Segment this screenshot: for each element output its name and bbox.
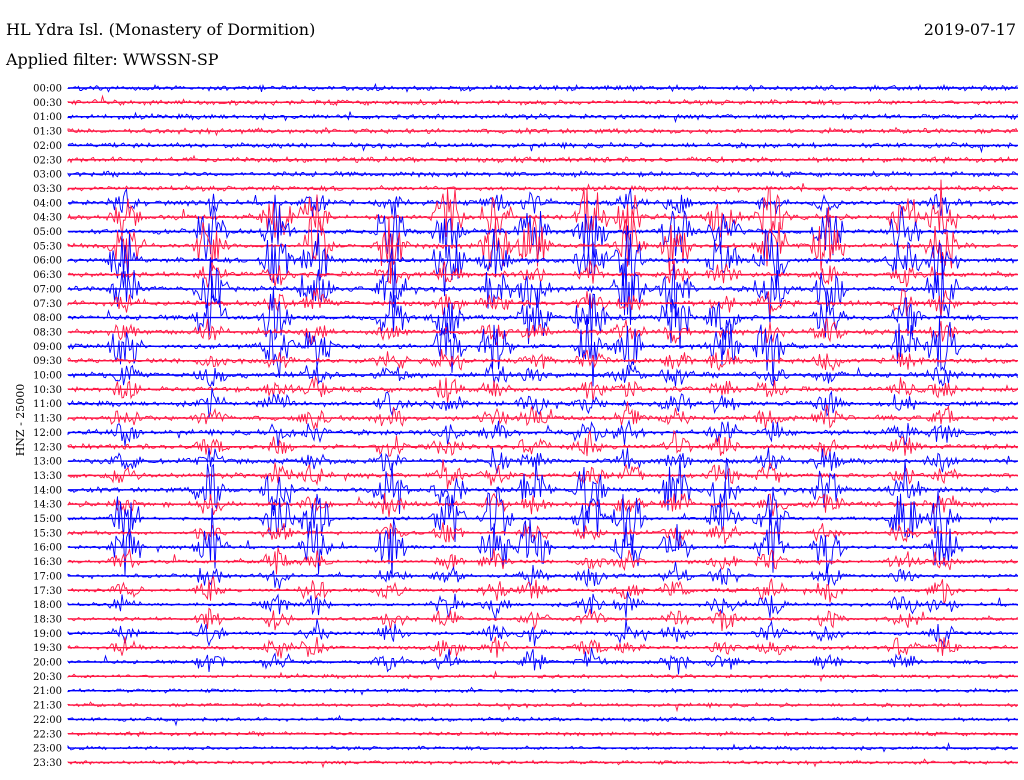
trace-line: [67, 225, 1018, 297]
trace-line: [67, 94, 1018, 107]
row-label: 12:30: [33, 442, 62, 453]
row-label: 10:30: [33, 385, 62, 396]
row-label: 16:00: [33, 543, 62, 554]
trace-line: [67, 561, 1018, 589]
row-label: 11:00: [33, 399, 62, 410]
trace-line: [67, 141, 1018, 154]
row-label: 20:00: [33, 658, 62, 669]
row-label: 02:30: [33, 155, 62, 166]
row-label: 10:00: [33, 371, 62, 382]
row-label: 06:00: [33, 256, 62, 267]
row-label: 18:30: [33, 614, 62, 625]
row-label: 06:30: [33, 270, 62, 281]
row-label: 03:00: [33, 170, 62, 181]
row-label: 14:00: [33, 485, 62, 496]
trace-line: [67, 647, 1018, 675]
row-label: 03:30: [33, 184, 62, 195]
station-title: HL Ydra Isl. (Monastery of Dormition): [6, 20, 316, 39]
row-label: 09:30: [33, 356, 62, 367]
row-label: 02:00: [33, 141, 62, 152]
row-label: 04:00: [33, 198, 62, 209]
trace-line: [67, 348, 1018, 372]
row-label: 05:30: [33, 241, 62, 252]
row-label-group: 00:00 00:30 01:00 01:30 02:00 02:30 03:00 03:30…: [33, 84, 62, 769]
row-label: 01:00: [33, 112, 62, 123]
trace-line: [67, 522, 1018, 548]
trace-line: [67, 275, 1018, 355]
row-label: 22:00: [33, 715, 62, 726]
row-label: 12:00: [33, 428, 62, 439]
row-label: 18:00: [33, 600, 62, 611]
row-label: 14:30: [33, 500, 62, 511]
row-label: 07:30: [33, 299, 62, 310]
row-label: 19:00: [33, 629, 62, 640]
row-label: 00:30: [33, 98, 62, 109]
trace-line: [67, 248, 1018, 328]
row-label: 11:30: [33, 414, 62, 425]
trace-group: [67, 82, 1018, 769]
row-label: 13:30: [33, 471, 62, 482]
row-label: 23:00: [33, 744, 62, 755]
trace-line: [67, 701, 1018, 713]
date-label: 2019-07-17: [923, 20, 1016, 39]
row-label: 16:30: [33, 557, 62, 568]
row-label: 07:00: [33, 284, 62, 295]
row-label: 13:00: [33, 457, 62, 468]
row-label: 04:30: [33, 213, 62, 224]
row-label: 17:30: [33, 586, 62, 597]
trace-line: [67, 508, 1018, 579]
trace-line: [67, 457, 1018, 520]
row-label: 15:30: [33, 528, 62, 539]
row-label: 21:30: [33, 701, 62, 712]
trace-line: [67, 287, 1018, 317]
trace-line: [67, 183, 1018, 194]
trace-line: [67, 714, 1018, 727]
row-label: 22:30: [33, 729, 62, 740]
row-label: 00:00: [33, 84, 62, 95]
trace-line: [67, 429, 1018, 459]
row-label: 17:00: [33, 571, 62, 582]
row-label: 23:30: [33, 758, 62, 769]
row-label: 19:30: [33, 643, 62, 654]
row-label: 20:30: [33, 672, 62, 683]
row-label: 15:00: [33, 514, 62, 525]
row-label: 08:00: [33, 313, 62, 324]
row-label: 08:30: [33, 327, 62, 338]
trace-line: [67, 492, 1018, 517]
filter-label: Applied filter: WWSSN-SP: [6, 50, 219, 69]
row-label: 09:00: [33, 342, 62, 353]
trace-line: [67, 447, 1018, 474]
row-label: 05:00: [33, 227, 62, 238]
row-label: 21:00: [33, 686, 62, 697]
row-label: 01:30: [33, 127, 62, 138]
trace-line: [67, 607, 1018, 632]
